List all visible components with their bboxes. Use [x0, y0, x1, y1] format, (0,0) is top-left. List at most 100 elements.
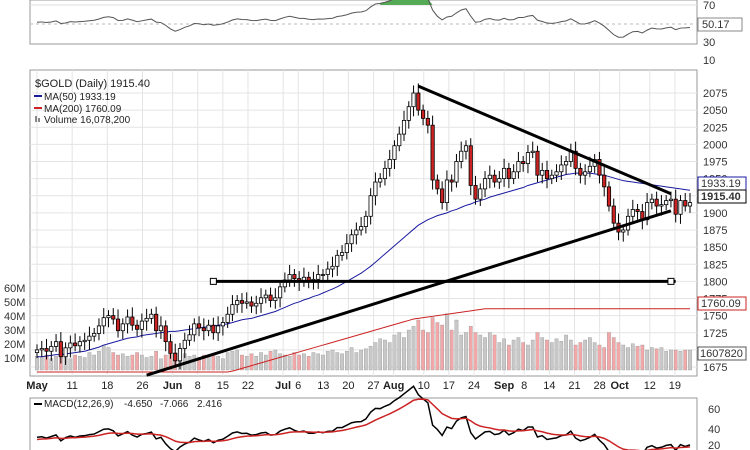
- x-label: 27: [367, 380, 379, 392]
- rsi-tick-30: 30: [703, 37, 715, 49]
- candle-body: [587, 165, 592, 173]
- trendline: [146, 209, 672, 377]
- candle-body: [177, 348, 183, 362]
- candle-body: [540, 170, 545, 176]
- candle-body: [573, 150, 578, 169]
- candle-body: [244, 301, 249, 304]
- candle-body: [359, 226, 364, 231]
- candle-body: [316, 274, 321, 280]
- candle-body: [478, 188, 483, 200]
- volume-bar: [335, 352, 340, 371]
- candle-body: [516, 161, 521, 173]
- candle-body: [273, 297, 278, 301]
- volume-bar: [125, 356, 130, 371]
- candle-body: [258, 297, 264, 304]
- volume-bar: [221, 358, 225, 371]
- volume-bar: [588, 337, 592, 371]
- volume-bar: [578, 342, 583, 371]
- volume-bar: [630, 343, 635, 371]
- volume-bar: [492, 334, 497, 371]
- volume-bar: [292, 352, 297, 371]
- volume-bar: [383, 339, 387, 371]
- volume-bar: [354, 352, 359, 371]
- volume-axis: 60M 50M 40M 30M 20M 10M: [4, 283, 25, 365]
- volume-bar: [640, 344, 645, 371]
- price-tick: 2050: [703, 105, 727, 117]
- candle-body: [463, 145, 469, 152]
- candle-body: [606, 186, 612, 207]
- candle-body: [49, 346, 54, 352]
- volume-bar: [483, 337, 487, 371]
- legend: $GOLD (Daily) 1915.40 MA(50) 1933.19 MA(…: [34, 78, 150, 126]
- volume-bar: [521, 342, 525, 371]
- volume-bar: [278, 353, 282, 371]
- volume-bar: [206, 356, 211, 371]
- macd-tick-40: 40: [708, 424, 720, 436]
- volume-bar: [144, 357, 149, 371]
- price-tick: 1750: [703, 311, 727, 323]
- candle-body: [211, 324, 216, 334]
- candle-body: [201, 327, 206, 332]
- volume-bar: [430, 317, 435, 371]
- candle-body: [430, 124, 435, 181]
- legend-volume: Volume 16,078,200: [44, 115, 131, 126]
- price-tick: 1875: [703, 225, 727, 237]
- candle-body: [278, 286, 283, 299]
- candle-body: [597, 159, 602, 176]
- volume-bar: [549, 342, 554, 371]
- volume-bar: [487, 332, 492, 371]
- candle-body: [77, 341, 82, 347]
- x-label: 17: [443, 380, 455, 392]
- price-tick: 1800: [703, 276, 727, 288]
- ma200-line: [37, 308, 690, 373]
- price-axis: 2075205020252000197519501925190018751850…: [703, 88, 727, 374]
- candle-body: [263, 294, 268, 299]
- x-label: 19: [669, 380, 681, 392]
- candle-body: [454, 161, 459, 183]
- volume-bar: [330, 349, 335, 371]
- volume-bar: [592, 342, 597, 371]
- candle-body: [687, 202, 693, 207]
- volume-bar: [344, 351, 349, 371]
- volume-bar: [502, 338, 506, 371]
- candle-body: [135, 324, 140, 330]
- candle-body: [482, 178, 488, 190]
- candle-body: [368, 195, 373, 217]
- trendline-anchor: [667, 277, 675, 285]
- volume-bar: [530, 339, 535, 371]
- candle-body: [330, 265, 335, 270]
- price-tick: 2025: [703, 122, 727, 134]
- volume-bar: [602, 347, 607, 371]
- candle-body: [530, 150, 535, 153]
- volume-bars: [35, 313, 692, 371]
- volume-bar: [87, 352, 92, 371]
- volume-bar: [92, 354, 97, 371]
- rsi-value: 50.17: [702, 19, 730, 31]
- volume-bar: [468, 326, 473, 371]
- volume-bar: [159, 358, 163, 371]
- candle-body: [144, 317, 149, 322]
- price-tick: 1850: [703, 242, 727, 254]
- volume-bar: [449, 329, 454, 371]
- volume-bar: [464, 332, 468, 371]
- macd-signal: -7.066: [160, 399, 189, 410]
- candle-body: [502, 167, 507, 180]
- volume-bar: [192, 354, 197, 371]
- trendline-anchor: [209, 277, 217, 285]
- volume-bar: [216, 356, 220, 371]
- legend-ma50: MA(50) 1933.19: [44, 92, 116, 103]
- volume-bar: [397, 332, 402, 371]
- volume-bar: [259, 352, 263, 371]
- candle-body: [58, 341, 63, 358]
- candle-body: [44, 348, 49, 352]
- volume-bar: [435, 322, 440, 371]
- candle-body: [654, 198, 659, 207]
- candle-body: [535, 150, 540, 176]
- volume-bar: [511, 339, 516, 371]
- candle-body: [392, 145, 397, 160]
- candle-body: [39, 348, 44, 351]
- candle-body: [335, 254, 340, 267]
- candle-body: [578, 167, 583, 176]
- candle-body: [564, 161, 569, 166]
- volume-bar: [535, 332, 540, 371]
